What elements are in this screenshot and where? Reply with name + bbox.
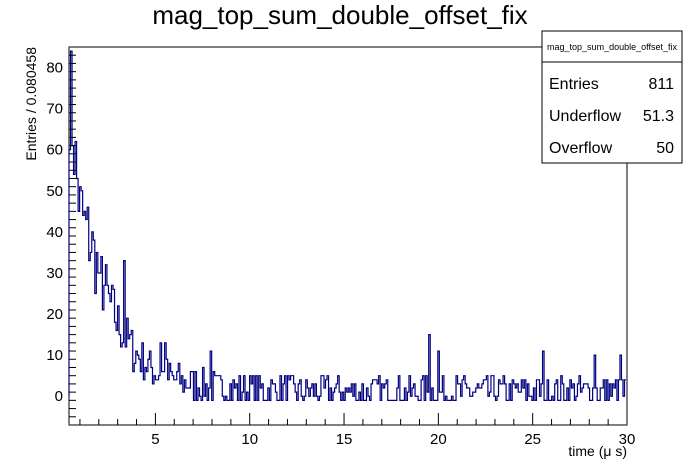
x-tick-label: 30: [619, 431, 636, 448]
y-tick-label: 10: [46, 347, 63, 364]
y-tick-label: 30: [46, 265, 63, 282]
stats-title: mag_top_sum_double_offset_fix: [547, 42, 677, 52]
x-tick-label: 15: [336, 431, 353, 448]
y-tick-label: 70: [46, 101, 63, 118]
stats-label-overflow: Overflow: [549, 140, 613, 157]
y-axis-label: Entries / 0.080458: [23, 47, 39, 161]
y-tick-label: 0: [55, 388, 63, 405]
x-axis-ticks: 5 10 15 20 25 30: [79, 413, 636, 448]
stats-value-entries: 811: [648, 76, 674, 93]
x-axis-label: time (μ s): [568, 443, 627, 459]
x-tick-label: 20: [430, 431, 447, 448]
chart-title: mag_top_sum_double_offset_fix: [152, 0, 527, 30]
y-tick-label: 50: [46, 183, 63, 200]
y-tick-label: 20: [46, 306, 63, 323]
stats-label-entries: Entries: [549, 76, 599, 93]
y-tick-label: 80: [46, 60, 63, 77]
histogram-line: [68, 50, 627, 401]
y-tick-label: 60: [46, 142, 63, 159]
stats-label-underflow: Underflow: [549, 108, 621, 125]
stats-value-overflow: 50: [656, 140, 674, 157]
x-tick-label: 25: [524, 431, 541, 448]
histogram-bars: [68, 50, 627, 401]
y-tick-label: 40: [46, 224, 63, 241]
x-tick-label: 10: [241, 431, 258, 448]
stats-box-frame: [541, 30, 683, 164]
stats-box: mag_top_sum_double_offset_fix Entries 81…: [541, 30, 683, 164]
y-axis-ticks: 0 10 20 30 40 50 60 70 80: [46, 46, 76, 418]
x-tick-label: 5: [151, 431, 159, 448]
stats-value-underflow: 51.3: [643, 108, 674, 125]
